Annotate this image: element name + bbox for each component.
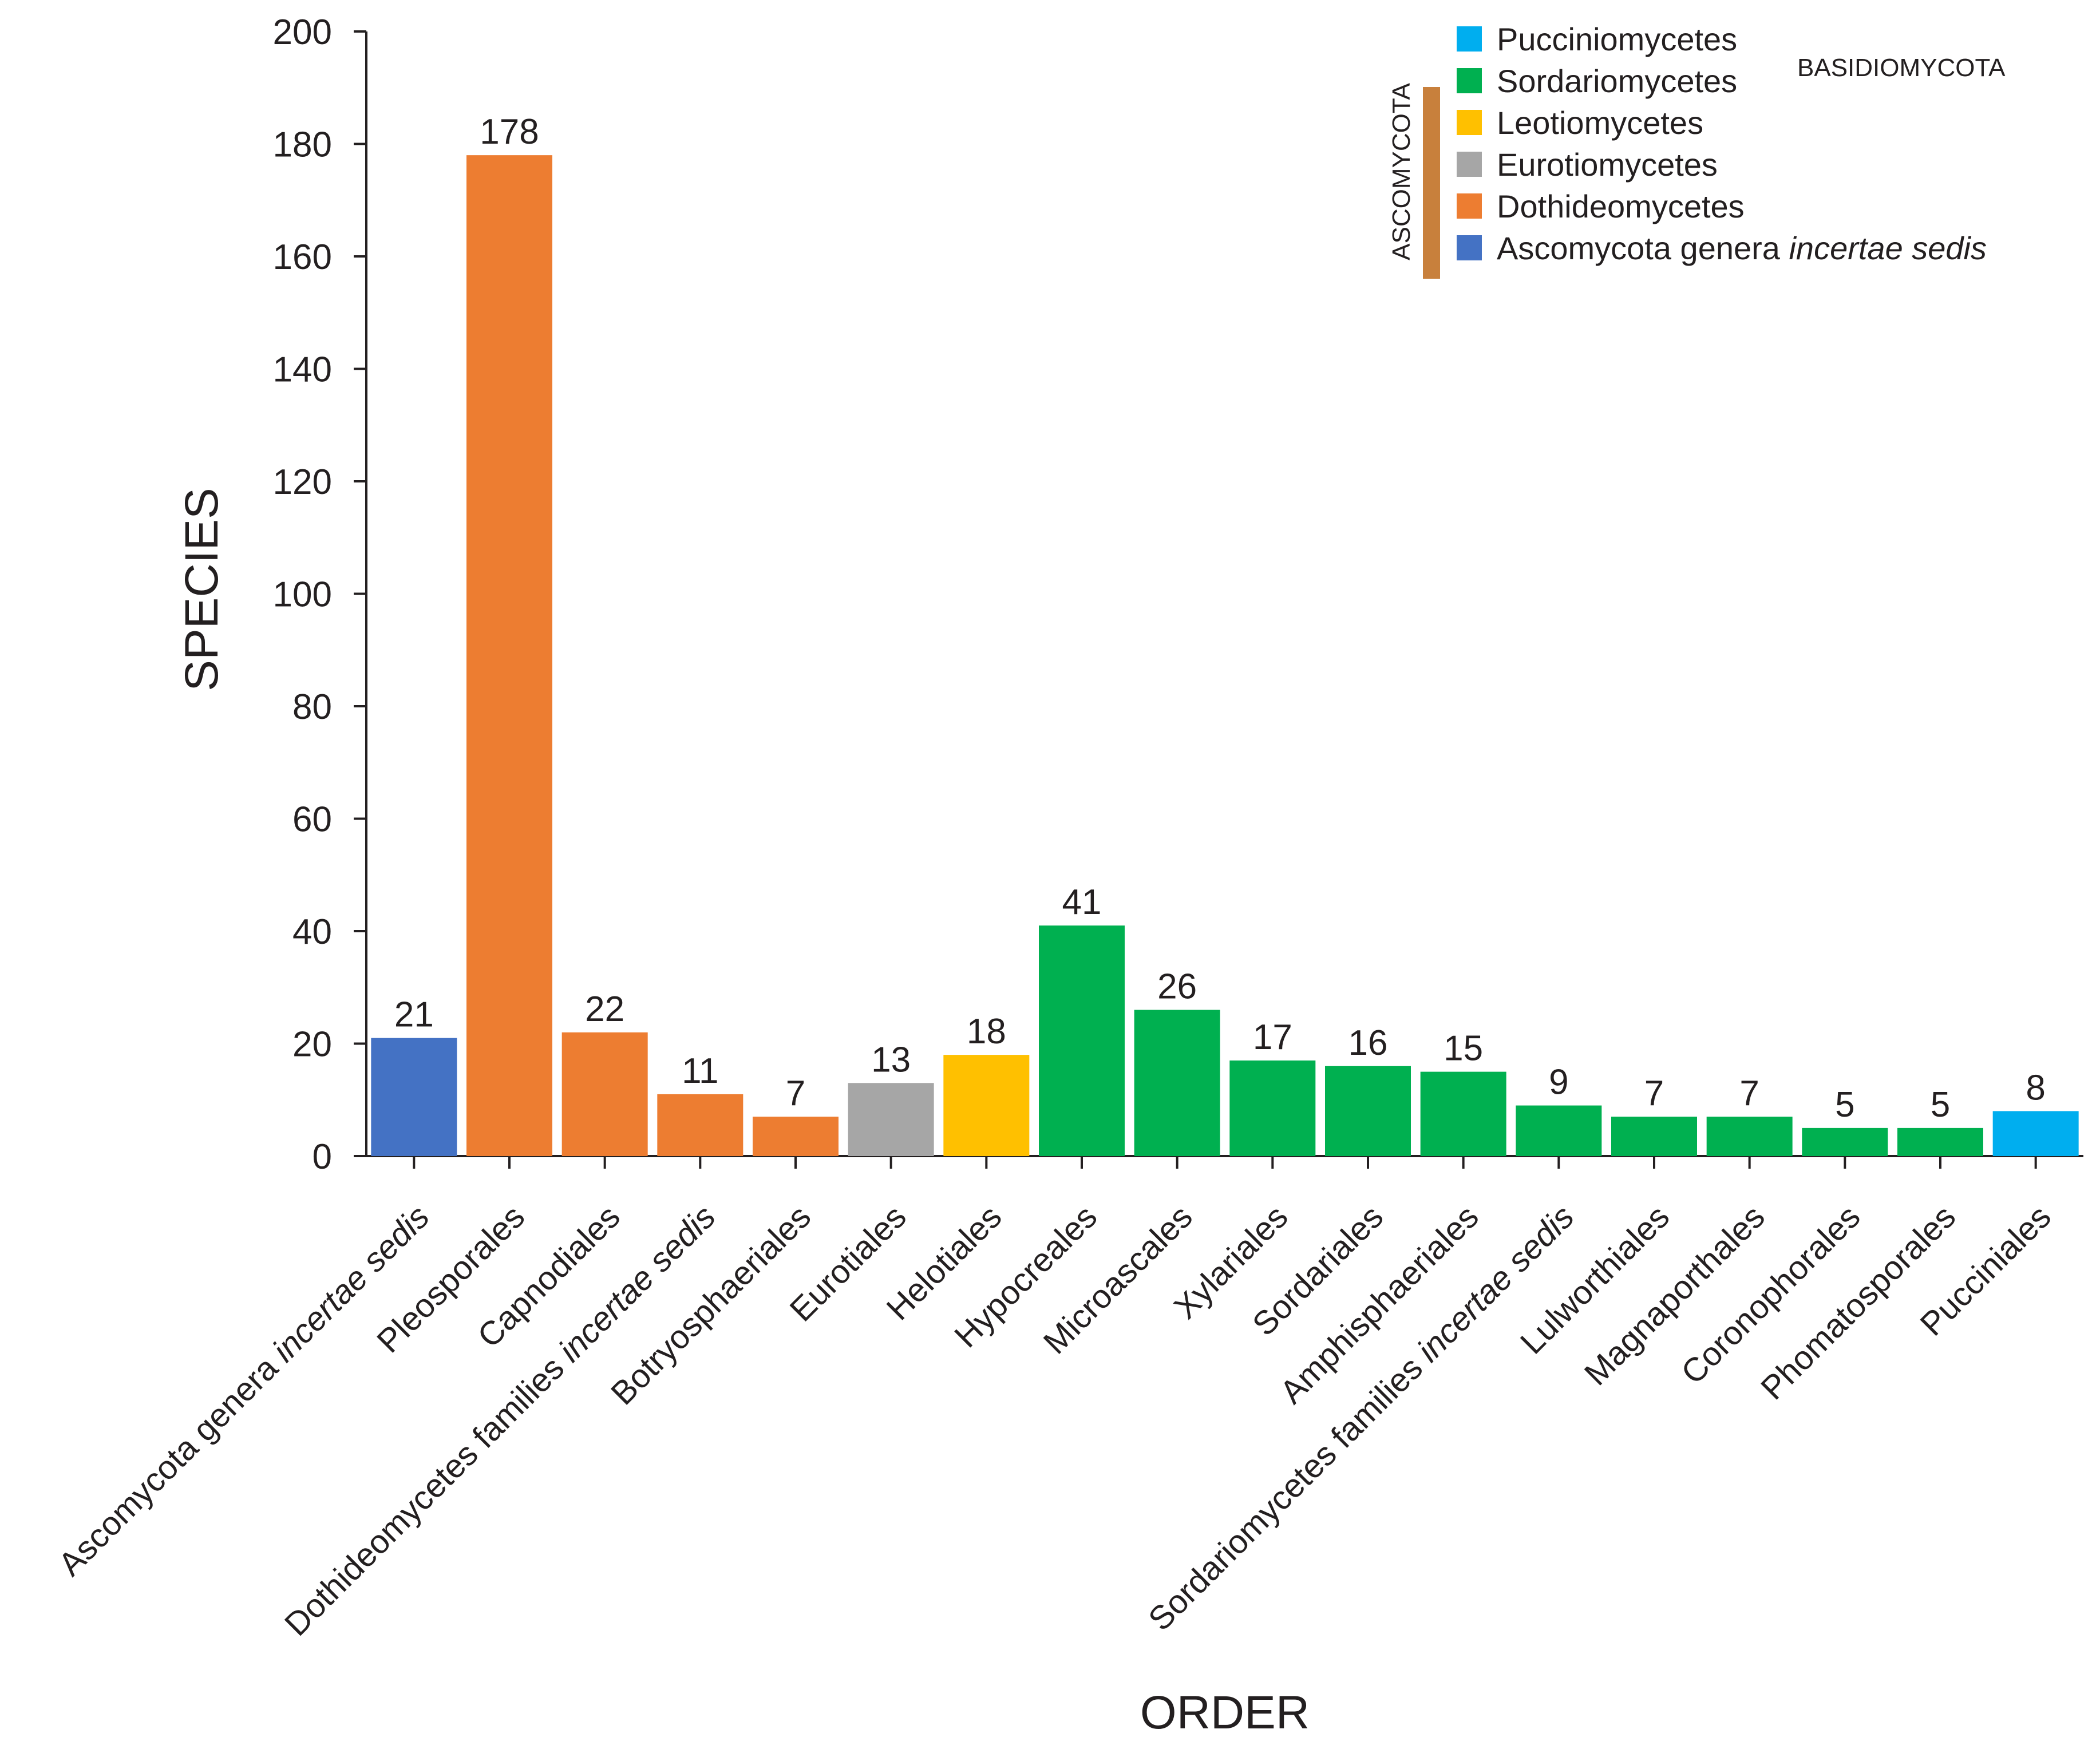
bar — [848, 1083, 934, 1156]
legend-swatch — [1457, 152, 1482, 177]
legend-swatch — [1457, 110, 1482, 135]
y-tick-label: 0 — [313, 1137, 332, 1177]
value-label: 5 — [1835, 1085, 1854, 1125]
legend-entry-name: Leotiomycetes — [1497, 105, 1703, 141]
value-label: 22 — [585, 990, 624, 1029]
bar — [561, 1032, 648, 1156]
legend-swatch — [1457, 193, 1482, 219]
bar — [371, 1038, 457, 1156]
value-label: 7 — [1739, 1074, 1759, 1113]
x-tick-labels: Ascomycota genera incertae sedisPleospor… — [52, 1198, 2058, 1643]
x-tick-label-italic: incertae sedis — [1403, 1198, 1581, 1375]
legend-entry-label: Ascomycota genera incertae sedis — [1497, 230, 1987, 266]
value-label: 7 — [1644, 1074, 1664, 1113]
value-label: 5 — [1931, 1085, 1950, 1125]
x-axis — [366, 1155, 2083, 1169]
y-axis-title: SPECIES — [176, 488, 228, 691]
bar — [1992, 1111, 2079, 1156]
value-labels: 21 178 22 11 7 13 18 41 26 17 16 15 9 7 7 5 5 8 — [394, 112, 2046, 1125]
bar — [1134, 1010, 1220, 1156]
legend-entry-label: Eurotiomycetes — [1497, 147, 1718, 183]
x-tick-label: Magnaporthales — [1577, 1198, 1772, 1392]
phylum-label-ascomycota: ASCOMYCOTA — [1387, 83, 1415, 260]
legend-entry-label: Dothideomycetes — [1497, 188, 1745, 224]
legend-entry-label: Sordariomycetes — [1497, 63, 1737, 99]
legend-entry-name: Ascomycota genera — [1497, 230, 1781, 266]
legend-entry-label: Pucciniomycetes — [1497, 21, 1737, 57]
legend-entry-name: Dothideomycetes — [1497, 188, 1745, 224]
y-tick-label: 40 — [292, 912, 332, 952]
legend-swatch — [1457, 26, 1482, 52]
legend-entry-italic: incertae sedis — [1780, 230, 1987, 266]
bar — [657, 1094, 743, 1156]
value-label: 21 — [394, 995, 434, 1035]
x-tick-label-text: Ascomycota genera — [52, 1349, 286, 1583]
value-label: 13 — [871, 1040, 911, 1079]
legend: Pucciniomycetes Sordariomycetes Leotiomyce… — [1387, 21, 2006, 279]
x-tick-label-text: Coronophorales — [1674, 1198, 1868, 1391]
y-axis: 0 20 40 60 80 100 120 140 160 180 200 — [273, 13, 367, 1177]
legend-entry-label: Leotiomycetes — [1497, 105, 1703, 141]
bar — [1897, 1127, 1983, 1156]
value-label: 15 — [1443, 1029, 1483, 1069]
phylum-label-basidiomycota: BASIDIOMYCOTA — [1797, 54, 2006, 82]
y-tick-label: 140 — [273, 350, 332, 390]
bar — [1039, 925, 1125, 1156]
y-tick-label: 100 — [273, 575, 332, 615]
bar — [1229, 1060, 1316, 1156]
x-tick-label-italic: incertae sedis — [259, 1198, 436, 1375]
value-label: 18 — [967, 1012, 1006, 1051]
x-tick-label-text: Dothideomycetes families — [278, 1350, 571, 1643]
y-tick-label: 60 — [292, 800, 332, 840]
bar — [753, 1117, 839, 1156]
legend-swatch — [1457, 68, 1482, 93]
x-tick-label-italic: incertae sedis — [545, 1198, 722, 1375]
y-tick-label: 80 — [292, 687, 332, 727]
y-tick-label: 120 — [273, 462, 332, 502]
legend-entry-name: Pucciniomycetes — [1497, 21, 1737, 57]
value-label: 8 — [2026, 1068, 2045, 1107]
legend-swatch — [1457, 235, 1482, 260]
bar — [1420, 1071, 1506, 1156]
value-label: 7 — [786, 1074, 805, 1113]
bar — [1516, 1105, 1602, 1156]
value-label: 16 — [1348, 1023, 1388, 1063]
y-tick-label: 160 — [273, 238, 332, 277]
bar — [1706, 1117, 1793, 1156]
legend-entry-name: Sordariomycetes — [1497, 63, 1737, 99]
x-axis-title: ORDER — [1140, 1687, 1310, 1739]
bar — [943, 1055, 1030, 1156]
bar — [1325, 1066, 1411, 1156]
y-tick-label: 20 — [292, 1025, 332, 1065]
legend-entry-name: Eurotiomycetes — [1497, 147, 1718, 183]
bars — [371, 155, 2079, 1156]
x-tick-label-text: Magnaporthales — [1577, 1198, 1772, 1392]
value-label: 26 — [1157, 967, 1197, 1007]
value-label: 41 — [1062, 883, 1102, 922]
x-tick-label: Coronophorales — [1674, 1198, 1868, 1391]
phylum-bracket-ascomycota — [1423, 87, 1440, 279]
bar — [1802, 1127, 1888, 1156]
y-tick-label: 180 — [273, 125, 332, 165]
value-label: 178 — [480, 112, 539, 152]
bar — [1611, 1117, 1697, 1156]
value-label: 11 — [682, 1051, 718, 1091]
y-tick-label: 200 — [273, 13, 332, 52]
value-label: 9 — [1549, 1063, 1568, 1102]
bar — [466, 155, 552, 1156]
value-label: 17 — [1253, 1018, 1292, 1057]
